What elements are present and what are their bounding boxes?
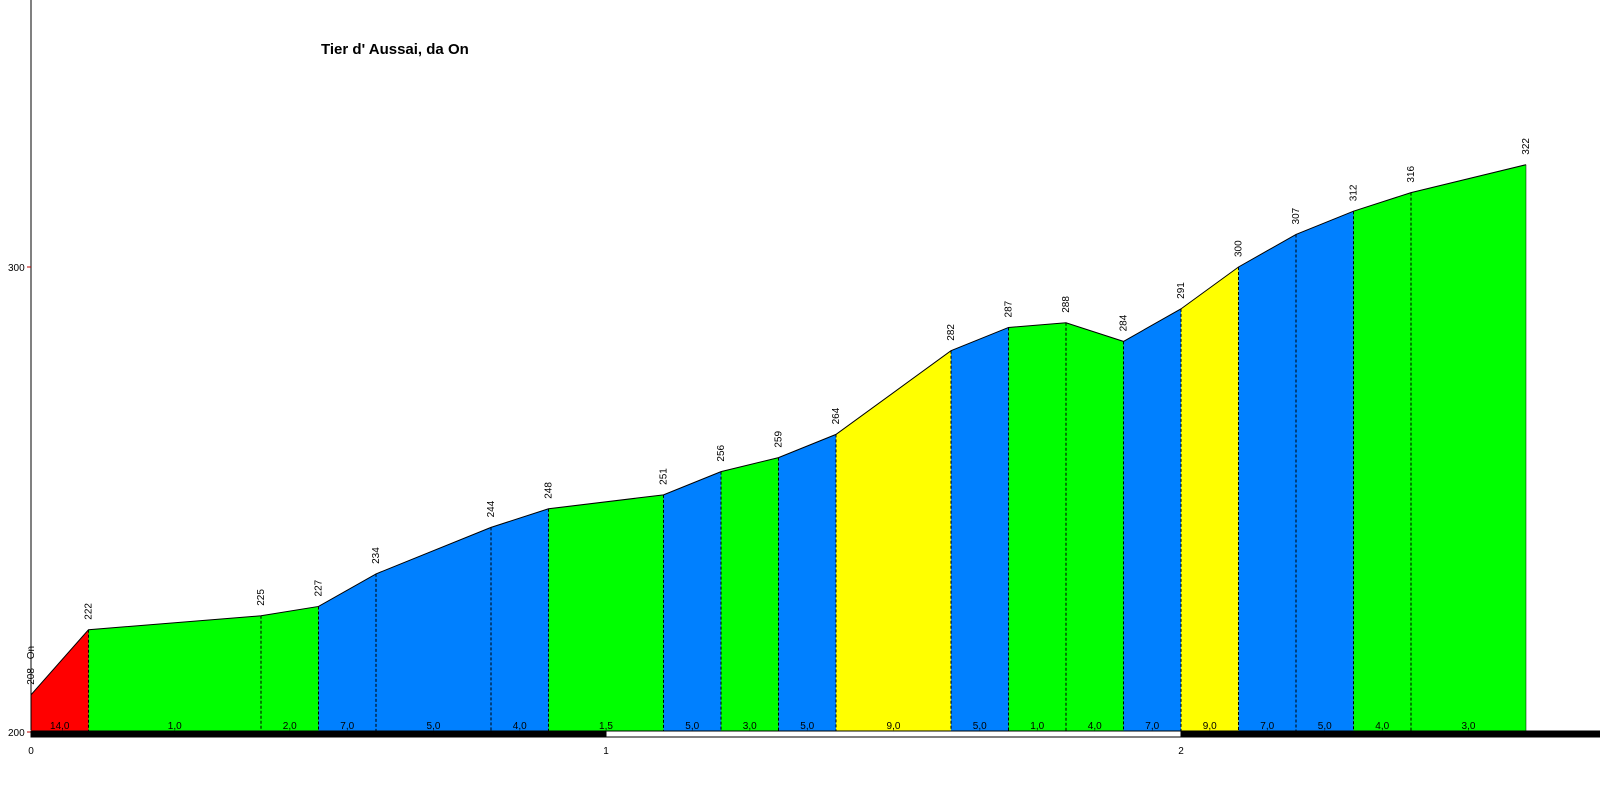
elevation-label-19: 316 (1406, 165, 1417, 182)
grade-segment-10 (778, 434, 836, 732)
segment-dividers (88, 164, 1527, 732)
grade-segment-14 (1066, 322, 1124, 732)
grade-label-11: 9,0 (887, 721, 901, 732)
grade-label-13: 1,0 (1030, 721, 1044, 732)
elevation-label-6: 248 (544, 482, 555, 499)
grade-segment-6 (491, 508, 549, 732)
grade-segment-8 (663, 471, 721, 732)
y-tick-label-300: 300 (8, 263, 25, 274)
grade-segment-7 (548, 494, 664, 732)
grade-label-16: 9,0 (1203, 721, 1217, 732)
x-tick-label-2: 2 (1178, 746, 1184, 757)
elevation-label-18: 312 (1349, 184, 1360, 201)
elevation-label-4: 234 (371, 547, 382, 564)
elevation-label-1: 222 (84, 603, 95, 620)
grade-segments (31, 164, 1526, 733)
grade-segment-1 (31, 629, 89, 732)
elevation-label-20: 322 (1521, 138, 1532, 155)
elevation-label-7: 251 (659, 468, 670, 485)
grade-segment-4 (318, 573, 376, 732)
grade-label-18: 5,0 (1318, 721, 1332, 732)
grade-segment-16 (1181, 267, 1239, 732)
distance-bar-km-2 (1180, 730, 1600, 738)
x-tick-label-0: 0 (28, 746, 34, 757)
grade-segment-13 (1008, 322, 1066, 732)
grade-segment-17 (1238, 234, 1296, 732)
start-label: 208 - On (26, 646, 37, 685)
grade-segment-19 (1353, 192, 1411, 733)
grade-segment-15 (1123, 308, 1181, 732)
elevation-label-8: 256 (716, 444, 727, 461)
grade-label-8: 5,0 (685, 721, 699, 732)
grade-label-19: 4,0 (1375, 721, 1389, 732)
grade-label-2: 1,0 (168, 721, 182, 732)
grade-label-14: 4,0 (1088, 721, 1102, 732)
grade-label-12: 5,0 (973, 721, 987, 732)
grade-label-5: 5,0 (427, 721, 441, 732)
elevation-label-16: 300 (1234, 240, 1245, 257)
grade-label-6: 4,0 (513, 721, 527, 732)
elevation-label-14: 284 (1119, 314, 1130, 331)
grade-label-7: 1,5 (599, 721, 613, 732)
elevation-label-10: 264 (831, 407, 842, 424)
grade-label-10: 5,0 (800, 721, 814, 732)
grade-label-20: 3,0 (1462, 721, 1476, 732)
elevation-label-2: 225 (256, 589, 267, 606)
axes: 0 1 2 200 300 (8, 0, 1184, 757)
elevation-label-9: 259 (774, 431, 785, 448)
x-tick-label-1: 1 (603, 746, 609, 757)
grade-segment-9 (721, 457, 779, 732)
grade-label-9: 3,0 (743, 721, 757, 732)
grade-segment-2 (88, 615, 261, 732)
elevation-label-11: 282 (946, 324, 957, 341)
grade-segment-18 (1296, 211, 1354, 732)
grade-label-17: 7,0 (1260, 721, 1274, 732)
grade-segment-5 (376, 527, 491, 732)
labels: 14,0 1,0 2,0 7,0 5,0 4,0 1,5 5,0 3,0 5,0 9,0 5,0 1,0… (26, 138, 1532, 732)
elevation-label-5: 244 (486, 500, 497, 517)
elevation-label-3: 227 (314, 579, 325, 596)
elevation-label-17: 307 (1291, 207, 1302, 224)
grade-segment-12 (951, 327, 1009, 732)
grade-label-4: 7,0 (340, 721, 354, 732)
grade-label-3: 2,0 (283, 721, 297, 732)
grade-segment-3 (261, 606, 319, 732)
chart-title: Tier d' Aussai, da On (321, 41, 469, 58)
elevation-label-13: 288 (1061, 296, 1072, 313)
grade-label-15: 7,0 (1145, 721, 1159, 732)
distance-bar (30, 730, 1600, 738)
grade-segment-20 (1411, 164, 1526, 732)
grade-segment-11 (836, 350, 951, 732)
profile-line (30, 164, 1527, 696)
y-tick-label-200: 200 (8, 728, 25, 739)
elevation-label-12: 287 (1004, 300, 1015, 317)
grade-label-1: 14,0 (50, 721, 70, 732)
elevation-label-15: 291 (1176, 282, 1187, 299)
